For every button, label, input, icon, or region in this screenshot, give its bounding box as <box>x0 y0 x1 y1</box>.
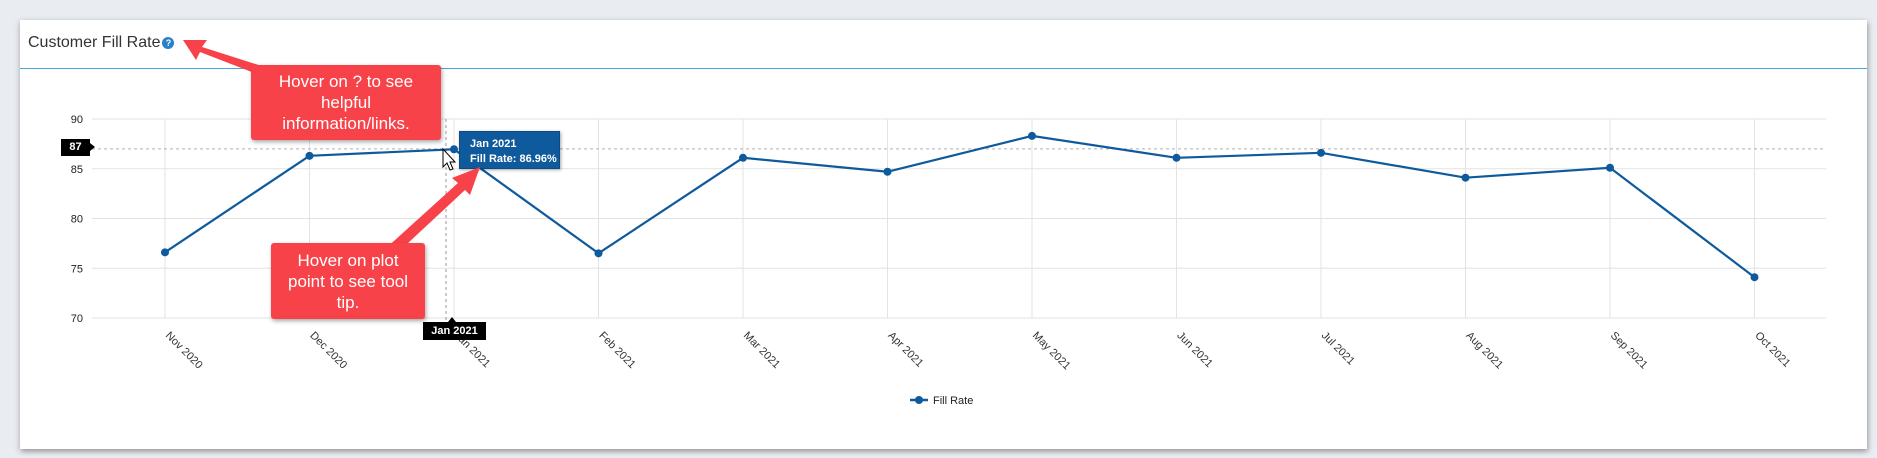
data-point[interactable] <box>305 151 314 160</box>
x-tick-label: Oct 2021 <box>1752 330 1792 370</box>
data-point[interactable] <box>450 145 458 154</box>
x-tick-label: Sep 2021 <box>1608 330 1650 372</box>
x-tick-label: Nov 2020 <box>163 330 205 372</box>
data-point[interactable] <box>739 153 747 162</box>
data-point[interactable] <box>1461 173 1470 182</box>
x-tick-label: Dec 2020 <box>307 330 349 372</box>
x-tick-label: Aug 2021 <box>1463 330 1505 372</box>
y-tick-label: 90 <box>71 114 83 126</box>
x-tick-label: Feb 2021 <box>596 330 637 371</box>
data-point[interactable] <box>1028 131 1036 140</box>
legend-item-fill-rate[interactable]: Fill Rate <box>910 395 973 407</box>
tooltip-callout: Hover on plot point to see tool tip. <box>271 243 425 319</box>
y-tick-label: 85 <box>71 164 83 176</box>
crosshair-x-label: Jan 2021 <box>423 317 486 340</box>
y-tick-label: 80 <box>71 214 83 226</box>
x-tick-label: Jul 2021 <box>1319 330 1357 368</box>
help-callout: Hover on ? to see helpful information/li… <box>251 65 441 140</box>
tooltip-title: Jan 2021 <box>470 138 517 150</box>
data-point[interactable] <box>1317 148 1325 157</box>
crosshair-y-label: 87 <box>61 139 95 156</box>
help-icon[interactable]: ? <box>162 37 175 49</box>
card-title-text: Customer Fill Rate <box>28 34 161 51</box>
x-tick-label: Mar 2021 <box>741 330 782 371</box>
data-point[interactable] <box>161 248 169 257</box>
data-point[interactable] <box>1172 153 1181 162</box>
svg-text:Fill Rate: Fill Rate <box>933 395 973 407</box>
y-tick-label: 70 <box>71 313 83 325</box>
x-tick-label: May 2021 <box>1030 330 1073 373</box>
x-tick-label: Jun 2021 <box>1174 330 1214 370</box>
x-tick-label: Apr 2021 <box>885 330 925 370</box>
chart-tooltip: Jan 2021 Fill Rate: 86.96% <box>459 131 560 169</box>
data-point[interactable] <box>1606 163 1614 172</box>
card-header: Customer Fill Rate ? <box>20 20 1867 69</box>
tooltip-value: Fill Rate: 86.96% <box>470 153 557 165</box>
data-point[interactable] <box>1750 273 1759 282</box>
card-title: Customer Fill Rate ? <box>28 34 175 52</box>
data-point[interactable] <box>883 167 892 176</box>
data-point[interactable] <box>594 249 603 258</box>
y-tick-label: 75 <box>71 263 83 275</box>
series-line <box>164 134 1756 279</box>
